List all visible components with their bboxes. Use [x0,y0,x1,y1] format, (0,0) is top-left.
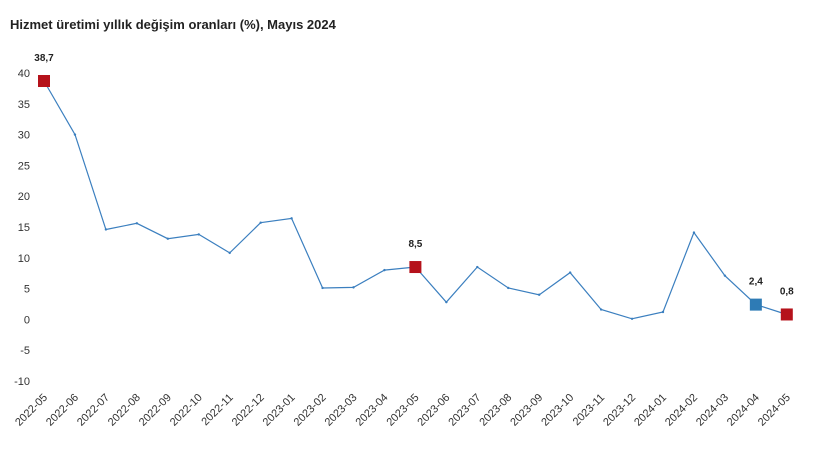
marker-layer: 38,7 8,5 2,4 0,8 [34,53,794,321]
highlight-marker [409,261,422,274]
x-tick-label: 2022-05 [13,392,50,429]
y-tick-label: 5 [24,284,30,296]
y-tick-label: 0 [24,314,30,326]
data-point [723,274,727,277]
data-point [166,237,169,240]
x-tick-label: 2023-08 [477,392,514,429]
x-tick-label: 2024-02 [663,392,700,429]
data-point [507,286,510,290]
data-point [228,251,231,255]
series-line [43,80,787,320]
y-tick-label: 10 [18,253,30,265]
y-tick-label: 35 [18,99,30,111]
x-tick-label: 2022-11 [199,392,235,428]
axis-layer: -10-505101520253035402022-052022-062022-… [13,68,793,429]
data-point [476,265,479,269]
data-point [197,233,200,236]
x-tick-label: 2022-06 [44,392,81,429]
x-tick-label: 2023-09 [508,392,545,429]
x-tick-label: 2023-05 [384,392,421,429]
x-tick-label: 2023-11 [571,392,607,428]
y-tick-label: -5 [20,345,30,357]
x-tick-label: 2022-07 [75,392,112,429]
x-tick-label: 2022-09 [137,392,174,429]
data-point [599,308,603,311]
data-point [445,300,448,304]
data-point [661,310,665,314]
y-tick-label: -10 [14,376,30,388]
x-tick-label: 2024-05 [756,392,793,429]
x-tick-label: 2023-07 [446,392,483,429]
data-label: 2,4 [749,277,763,288]
data-label: 38,7 [34,53,54,64]
data-point [538,293,541,296]
x-tick-label: 2023-10 [539,392,576,429]
x-tick-label: 2022-12 [230,392,267,429]
data-point [104,228,108,231]
y-tick-label: 25 [18,160,30,172]
data-point [259,221,262,224]
x-tick-label: 2023-02 [292,392,329,429]
data-point [135,222,139,225]
x-tick-label: 2022-08 [106,392,143,429]
data-point [630,317,634,320]
x-tick-label: 2022-10 [168,392,205,429]
data-point [352,286,355,289]
data-point [692,231,696,234]
y-tick-label: 40 [18,68,30,80]
y-tick-label: 30 [18,130,30,142]
data-label: 8,5 [408,239,422,250]
x-tick-label: 2024-04 [725,392,762,429]
highlight-marker [749,298,762,311]
y-tick-label: 20 [18,191,30,203]
highlight-marker [38,75,50,88]
x-tick-label: 2023-03 [323,392,360,429]
y-tick-label: 15 [18,222,30,234]
chart-title: Hizmet üretimi yıllık değişim oranları (… [10,17,336,32]
x-tick-label: 2023-12 [601,392,638,429]
x-tick-label: 2023-06 [415,392,452,429]
x-tick-label: 2023-01 [261,392,298,429]
x-tick-label: 2024-01 [632,392,669,429]
data-point [73,133,77,136]
data-point [290,217,293,220]
data-point [321,286,324,290]
data-label: 0,8 [780,286,794,297]
line-layer [42,79,788,320]
x-tick-label: 2024-03 [694,392,731,429]
x-tick-label: 2023-04 [354,392,391,429]
data-point [568,271,572,274]
highlight-marker [780,308,793,321]
data-point [383,268,386,272]
